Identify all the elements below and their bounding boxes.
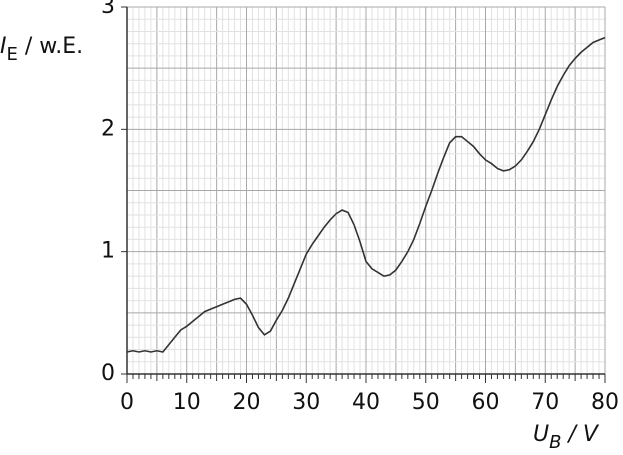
x-tick-label: 70 <box>531 390 559 415</box>
x-tick-label: 10 <box>173 390 201 415</box>
x-tick-label: 80 <box>591 390 619 415</box>
x-tick-label: 40 <box>352 390 380 415</box>
y-tick-label: 3 <box>101 0 115 19</box>
x-tick-label: 0 <box>120 390 134 415</box>
y-axis-label: IE / w.E. <box>0 34 83 65</box>
x-tick-label: 60 <box>472 390 500 415</box>
x-tick-label: 50 <box>412 390 440 415</box>
data-line <box>126 36 606 353</box>
x-axis-label: UB / V <box>533 422 600 453</box>
x-tick-label: 20 <box>233 390 261 415</box>
y-tick-label: 1 <box>101 239 115 264</box>
x-tick-label: 30 <box>292 390 320 415</box>
y-tick-label: 0 <box>101 361 115 386</box>
y-tick-label: 2 <box>101 116 115 141</box>
